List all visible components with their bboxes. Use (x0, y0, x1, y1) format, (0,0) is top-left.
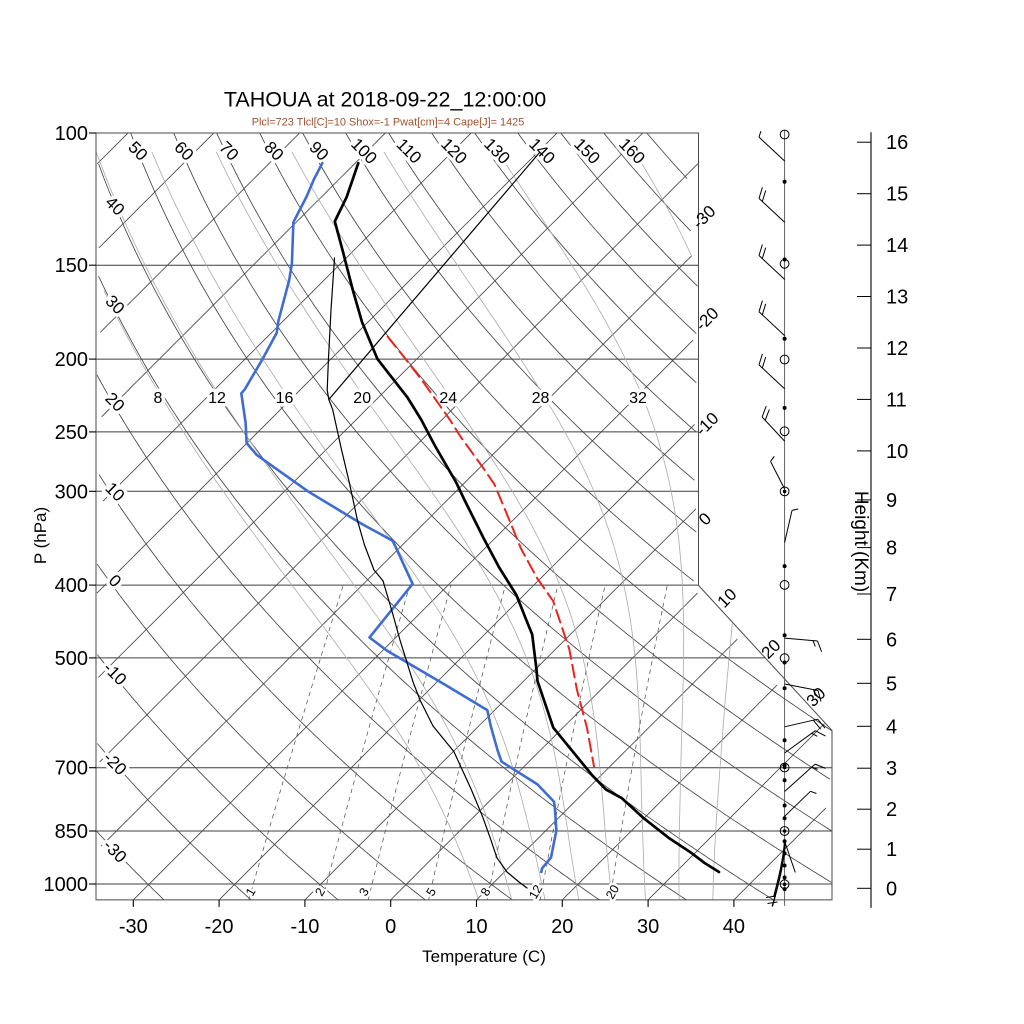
svg-text:250: 250 (55, 422, 88, 444)
svg-text:700: 700 (55, 758, 88, 780)
svg-text:13: 13 (886, 287, 908, 309)
svg-text:Temperature (C): Temperature (C) (422, 947, 546, 966)
svg-text:-10: -10 (290, 916, 319, 938)
svg-text:300: 300 (55, 481, 88, 503)
svg-text:10: 10 (886, 441, 908, 463)
svg-text:16: 16 (886, 132, 908, 154)
svg-text:1: 1 (886, 839, 897, 861)
svg-text:12: 12 (208, 390, 226, 407)
svg-text:40: 40 (723, 916, 745, 938)
svg-text:0: 0 (886, 878, 897, 900)
svg-text:0: 0 (385, 916, 396, 938)
svg-text:5: 5 (886, 673, 897, 695)
svg-text:1000: 1000 (44, 874, 89, 896)
svg-text:11: 11 (886, 389, 907, 411)
svg-text:8: 8 (886, 538, 897, 560)
svg-text:Height (Km): Height (Km) (850, 491, 871, 592)
svg-text:400: 400 (55, 575, 88, 597)
svg-text:-20: -20 (205, 916, 234, 938)
svg-text:Plcl=723 Tlcl[C]=10 Shox=-1 Pw: Plcl=723 Tlcl[C]=10 Shox=-1 Pwat[cm]=4 C… (252, 117, 525, 129)
svg-text:-30: -30 (119, 916, 148, 938)
svg-text:20: 20 (551, 916, 573, 938)
svg-text:7: 7 (886, 584, 897, 606)
svg-text:P (hPa): P (hPa) (31, 507, 50, 564)
svg-text:200: 200 (55, 349, 88, 371)
svg-text:850: 850 (55, 821, 88, 843)
svg-text:2: 2 (886, 799, 897, 821)
svg-text:14: 14 (886, 235, 908, 257)
svg-text:3: 3 (886, 758, 897, 780)
svg-text:24: 24 (439, 390, 457, 407)
svg-text:20: 20 (353, 390, 371, 407)
svg-text:6: 6 (886, 629, 897, 651)
svg-text:500: 500 (55, 648, 88, 670)
svg-text:4: 4 (886, 716, 897, 738)
svg-text:16: 16 (276, 390, 294, 407)
svg-text:TAHOUA at 2018-09-22_12:00:00: TAHOUA at 2018-09-22_12:00:00 (224, 88, 546, 112)
svg-text:32: 32 (629, 390, 647, 407)
svg-text:28: 28 (532, 390, 550, 407)
svg-text:9: 9 (886, 490, 897, 512)
svg-text:10: 10 (465, 916, 487, 938)
svg-text:12: 12 (886, 338, 908, 360)
svg-text:15: 15 (886, 184, 908, 206)
svg-text:150: 150 (55, 255, 88, 277)
svg-text:100: 100 (55, 123, 88, 145)
svg-text:8: 8 (154, 390, 163, 407)
svg-text:30: 30 (637, 916, 659, 938)
